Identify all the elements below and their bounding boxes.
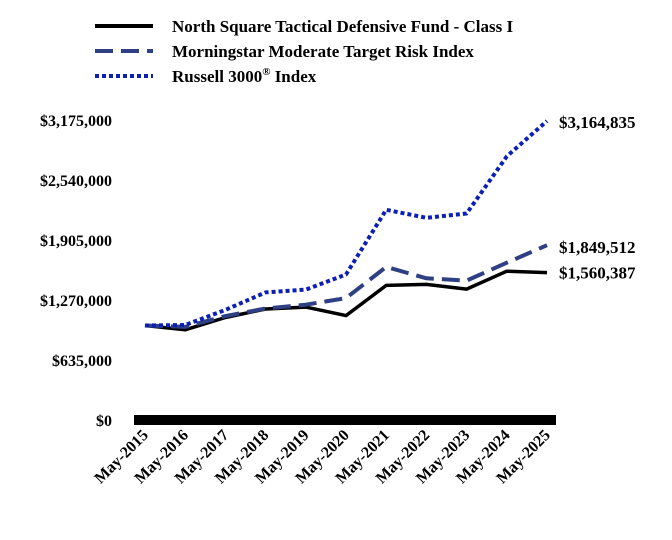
y-axis: $0 $635,000 $1,270,000 $1,905,000 $2,540,000… [40, 113, 112, 430]
y-tick-label: $635,000 [52, 353, 112, 370]
legend-label-russell-name: Russell 3000 [172, 67, 262, 86]
x-axis: May-2015May-2016May-2017May-2018May-2019… [91, 427, 553, 487]
series-line-russell [144, 119, 549, 328]
legend: North Square Tactical Defensive Fund - C… [95, 17, 514, 86]
legend-label-russell-sup: ® [262, 66, 270, 78]
y-tick-label: $1,905,000 [40, 233, 112, 250]
legend-item-morningstar: Morningstar Moderate Target Risk Index [95, 42, 474, 61]
legend-label-russell-suffix: Index [270, 67, 316, 86]
series-group [144, 119, 549, 332]
legend-item-russell: Russell 3000® Index [95, 66, 317, 86]
series-line-morningstar [144, 243, 548, 329]
y-tick-label: $3,175,000 [40, 113, 112, 130]
legend-label-russell: Russell 3000® Index [172, 66, 317, 86]
legend-item-fund: North Square Tactical Defensive Fund - C… [95, 17, 514, 36]
y-tick-label: $0 [96, 413, 112, 430]
end-label-russell: $3,164,835 [559, 113, 636, 132]
y-tick-label: $1,270,000 [40, 293, 112, 310]
end-label-morningstar: $1,849,512 [559, 238, 636, 257]
legend-label-morningstar: Morningstar Moderate Target Risk Index [172, 42, 474, 61]
end-labels: $1,560,387 $1,849,512 $3,164,835 [559, 113, 636, 283]
end-label-fund: $1,560,387 [559, 264, 636, 283]
y-tick-label: $2,540,000 [40, 173, 112, 190]
legend-label-fund: North Square Tactical Defensive Fund - C… [172, 17, 514, 36]
